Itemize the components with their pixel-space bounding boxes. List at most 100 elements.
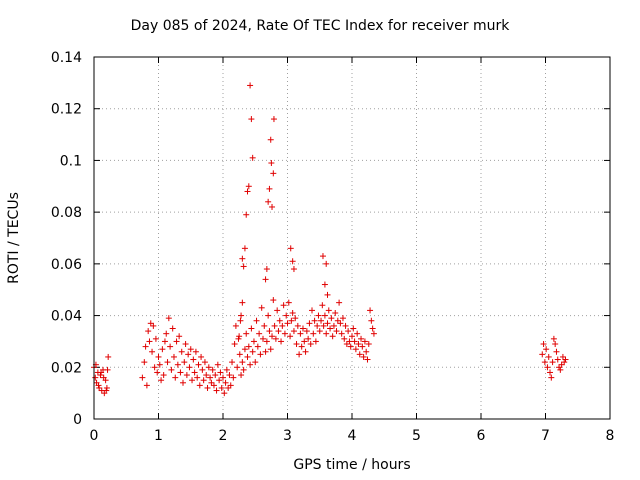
- data-point: [540, 341, 547, 348]
- data-point: [369, 325, 376, 332]
- data-point: [270, 297, 277, 304]
- data-point: [288, 317, 295, 324]
- data-point: [321, 281, 328, 288]
- data-point: [305, 335, 312, 342]
- data-point: [98, 369, 105, 376]
- data-point: [263, 338, 270, 345]
- data-point: [257, 351, 264, 358]
- data-point: [165, 315, 172, 322]
- data-point: [92, 374, 99, 381]
- y-tick-label: 0.02: [51, 360, 82, 376]
- data-point: [167, 343, 174, 350]
- data-point: [185, 351, 192, 358]
- x-tick-label: 7: [541, 428, 550, 444]
- data-point: [306, 320, 313, 327]
- data-point: [321, 312, 328, 319]
- data-point: [289, 258, 296, 265]
- x-tick-label: 5: [412, 428, 421, 444]
- data-point: [231, 341, 238, 348]
- data-point: [191, 369, 198, 376]
- data-point: [243, 330, 250, 337]
- data-point: [364, 356, 371, 363]
- y-tick-label: 0.14: [51, 50, 82, 66]
- data-point: [169, 325, 176, 332]
- data-point: [200, 377, 207, 384]
- data-point: [172, 374, 179, 381]
- data-point: [186, 364, 193, 371]
- data-point: [234, 364, 241, 371]
- data-point: [279, 322, 286, 329]
- y-tick-label: 0.12: [51, 102, 82, 118]
- data-point: [156, 361, 163, 368]
- data-point: [283, 312, 290, 319]
- y-tick-label: 0: [73, 412, 82, 428]
- data-point: [338, 330, 345, 337]
- data-point: [309, 307, 316, 314]
- data-point: [241, 346, 248, 353]
- data-point: [218, 384, 225, 391]
- data-point: [359, 343, 366, 350]
- data-point: [554, 356, 561, 363]
- data-point: [238, 312, 245, 319]
- data-point: [150, 322, 157, 329]
- data-point: [180, 379, 187, 386]
- data-point: [558, 361, 565, 368]
- data-point: [158, 377, 165, 384]
- data-point: [220, 374, 226, 381]
- data-point: [356, 351, 363, 358]
- data-point: [199, 366, 206, 373]
- data-point: [290, 328, 297, 335]
- data-point: [352, 346, 359, 353]
- plot-frame: [93, 56, 611, 420]
- data-point: [239, 359, 246, 366]
- data-point: [208, 379, 215, 386]
- data-point: [274, 307, 281, 314]
- data-point: [155, 353, 162, 360]
- data-point: [324, 291, 331, 298]
- data-point: [347, 343, 354, 350]
- data-point: [298, 343, 305, 350]
- data-point: [236, 333, 243, 340]
- data-point: [355, 341, 362, 348]
- data-point: [235, 335, 242, 342]
- data-point: [244, 353, 251, 360]
- data-point: [176, 333, 183, 340]
- data-point: [201, 359, 208, 366]
- data-point: [104, 366, 111, 373]
- data-point: [562, 356, 569, 363]
- data-point: [261, 322, 268, 329]
- data-point: [247, 361, 254, 368]
- data-point: [103, 387, 110, 394]
- data-point: [328, 315, 335, 322]
- data-point: [192, 348, 199, 355]
- data-point: [269, 333, 276, 340]
- data-point: [266, 328, 273, 335]
- data-point: [164, 359, 171, 366]
- data-point: [363, 348, 370, 355]
- data-point: [315, 312, 322, 319]
- data-point: [269, 203, 276, 210]
- data-point: [287, 333, 294, 340]
- data-point: [365, 341, 372, 348]
- data-point: [284, 320, 291, 327]
- data-point: [145, 328, 152, 335]
- data-point: [318, 317, 325, 324]
- data-point: [204, 384, 211, 391]
- data-point: [141, 359, 148, 366]
- data-point: [217, 369, 224, 376]
- data-point: [226, 372, 233, 379]
- data-point: [539, 351, 546, 358]
- chart-title: Day 085 of 2024, Rate Of TEC Index for r…: [130, 18, 510, 34]
- data-point: [139, 374, 146, 381]
- data-point: [229, 359, 236, 366]
- data-point: [312, 338, 319, 345]
- data-point: [333, 328, 340, 335]
- y-tick-label: 0.04: [51, 309, 82, 325]
- data-point: [222, 379, 229, 386]
- data-point: [303, 328, 310, 335]
- data-point: [146, 338, 153, 345]
- data-point: [299, 325, 306, 332]
- data-point: [343, 341, 350, 348]
- x-tick-label: 4: [348, 428, 357, 444]
- data-point: [173, 338, 180, 345]
